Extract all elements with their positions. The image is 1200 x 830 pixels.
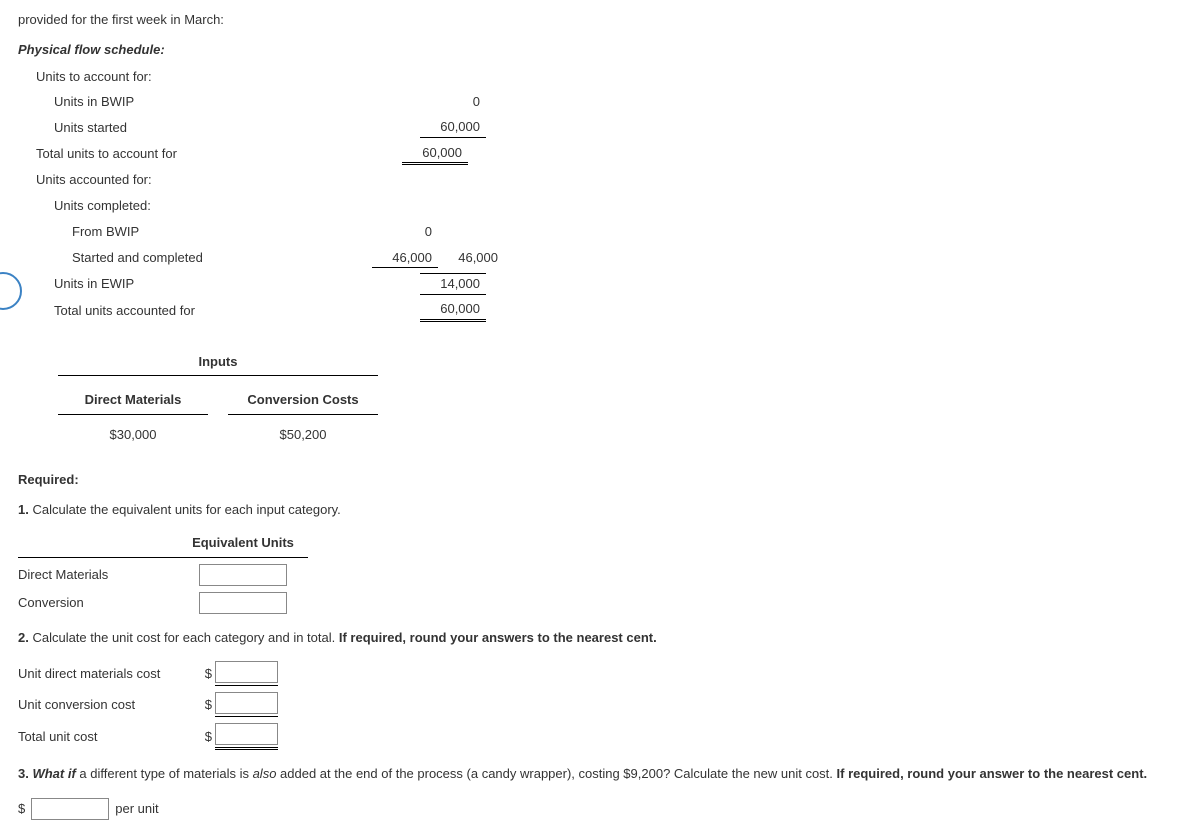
units-completed-label: Units completed: [54, 196, 354, 216]
dollar-sign: $ [18, 799, 25, 819]
row-total-accounted-label: Total units accounted for [54, 301, 354, 321]
units-account-for-label: Units to account for: [36, 67, 1182, 87]
intro-text: provided for the first week in March: [18, 10, 1182, 30]
uc-dm-input[interactable] [215, 661, 278, 683]
inputs-col-cc: Conversion Costs [228, 390, 378, 415]
row-total-accounted-col2: 60,000 [420, 299, 486, 322]
eq-dm-input[interactable] [199, 564, 287, 586]
physical-flow-heading: Physical flow schedule: [18, 40, 1182, 60]
per-unit-label: per unit [115, 799, 158, 819]
row-started-completed-label: Started and completed [72, 248, 372, 268]
uc-dm-label: Unit direct materials cost [18, 664, 198, 684]
row-total-account-val: 60,000 [402, 143, 468, 166]
row-started-label: Units started [54, 118, 354, 138]
inputs-col-dm: Direct Materials [58, 390, 208, 415]
eq-row-conv-label: Conversion [18, 593, 178, 613]
inputs-val-dm: $30,000 [58, 425, 208, 445]
row-started-completed-col1: 46,000 [372, 248, 438, 269]
dollar-sign: $ [198, 727, 215, 747]
uc-conv-label: Unit conversion cost [18, 695, 198, 715]
row-from-bwip-label: From BWIP [72, 222, 372, 242]
row-total-account-label: Total units to account for [36, 144, 336, 164]
inputs-val-cc: $50,200 [228, 425, 378, 445]
eq-row-dm-label: Direct Materials [18, 565, 178, 585]
q2-text: 2. Calculate the unit cost for each cate… [18, 628, 1182, 648]
inputs-table: Inputs Direct Materials Conversion Costs… [58, 352, 1182, 445]
eq-conv-input[interactable] [199, 592, 287, 614]
dollar-sign: $ [198, 664, 215, 684]
uc-conv-input[interactable] [215, 692, 278, 714]
units-accounted-for-label: Units accounted for: [36, 170, 336, 190]
inputs-heading: Inputs [58, 352, 378, 377]
row-bwip-val: 0 [420, 92, 486, 112]
eq-units-heading: Equivalent Units [178, 533, 308, 558]
uc-total-label: Total unit cost [18, 727, 198, 747]
row-started-val: 60,000 [420, 117, 486, 138]
row-ewip-col2: 14,000 [420, 273, 486, 295]
row-from-bwip-col1: 0 [372, 222, 438, 242]
dollar-sign: $ [198, 695, 215, 715]
uc-total-input[interactable] [215, 723, 278, 745]
equivalent-units-table: Equivalent Units Direct Materials Conver… [18, 533, 1182, 614]
q1-text: 1. Calculate the equivalent units for ea… [18, 500, 1182, 520]
row-bwip-label: Units in BWIP [54, 92, 354, 112]
row-ewip-label: Units in EWIP [54, 274, 354, 294]
required-heading: Required: [18, 470, 1182, 490]
row-started-completed-col2: 46,000 [438, 248, 504, 268]
q3-input[interactable] [31, 798, 109, 820]
